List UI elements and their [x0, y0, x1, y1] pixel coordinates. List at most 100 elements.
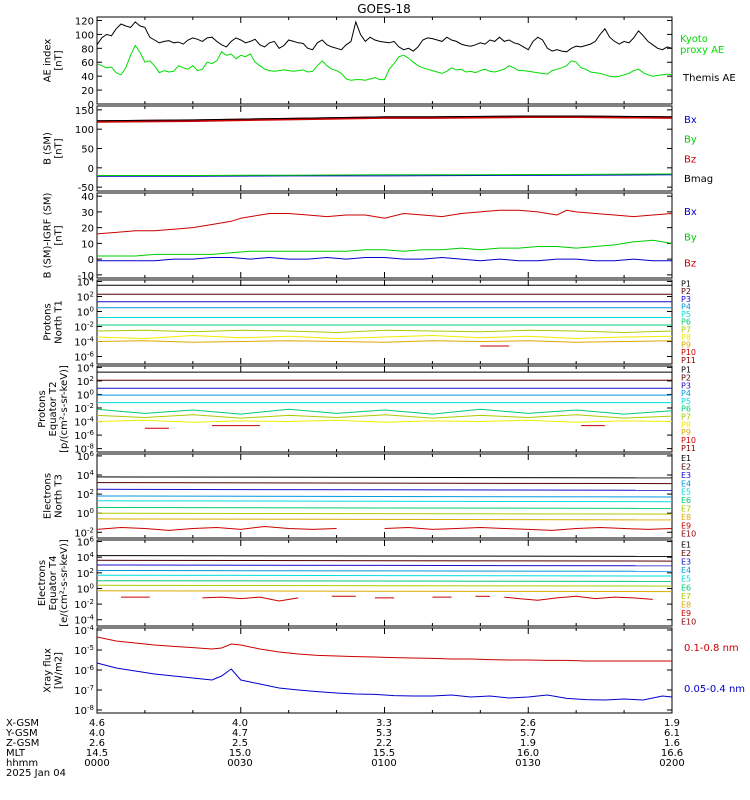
panel-b-sm: 150 100 50 0 -50 B (SM) [nT] Bx By Bz Bmag [43, 105, 713, 194]
y-tick-label: 102 [77, 567, 94, 580]
ephemeris-value: 1.9 [520, 738, 536, 749]
y-tick-label: 10-4 [74, 624, 94, 637]
y-tick-label: 100 [77, 306, 94, 319]
series-line-0-1-0-8-nm [96, 636, 672, 662]
legend-entry: P7 [681, 413, 691, 422]
legend-entry: P4 [681, 302, 691, 311]
legend-entry: E4 [681, 566, 691, 575]
plot-frame [96, 16, 673, 105]
y-tick-label: 10-8 [74, 704, 94, 717]
series-line-e1 [96, 555, 673, 557]
series-line-p8 [96, 419, 673, 423]
ephemeris-value: 1.9 [664, 718, 680, 729]
plot-frame [96, 365, 673, 453]
legend-entry: E5 [681, 575, 691, 584]
ephemeris-value: 16.6 [661, 748, 683, 759]
legend-entry: E9 [681, 609, 691, 618]
ephemeris-value: 5.7 [520, 728, 536, 739]
legend-entry: P3 [681, 295, 691, 304]
y-axis-label: B (SM)-IGRF (SM) [43, 193, 54, 279]
legend-entry: P3 [681, 381, 691, 390]
y-axis-label: AE index [43, 39, 54, 83]
legend-entry: P11 [681, 356, 696, 365]
ephemeris-value: 2.6 [89, 738, 105, 749]
y-tick-label: 10-4 [74, 416, 94, 429]
ephemeris-value: 15.0 [229, 748, 251, 759]
series-line-e8 [96, 518, 673, 521]
y-axis-label: [p/(cm²-s-sr-keV)] [59, 365, 70, 453]
series-line-e2 [96, 482, 673, 485]
y-tick-label: 10-4 [74, 336, 94, 349]
legend-entry: By [684, 233, 697, 244]
ephemeris-row-label: Z-GSM [6, 738, 39, 749]
ephemeris-value: 0200 [659, 758, 684, 769]
y-tick-label: 10-2 [74, 321, 94, 334]
ephemeris-row-label: hhmm [6, 758, 38, 769]
ephemeris-value: 2.2 [376, 738, 392, 749]
ephemeris-value: 0100 [371, 758, 396, 769]
plot-frame [96, 627, 673, 714]
y-tick-label: 30 [81, 208, 94, 219]
legend-entry: 0.05-0.4 nm [684, 684, 745, 695]
series-line-e1 [96, 476, 673, 479]
ephemeris-value: 4.6 [89, 718, 105, 729]
legend-entry: E7 [681, 592, 691, 601]
y-tick-label: 10-5 [74, 644, 94, 657]
legend-entry: P2 [681, 287, 691, 296]
legend-entry: 0.1-0.8 nm [684, 643, 739, 654]
y-tick-label: 100 [75, 30, 94, 41]
series-line-e3 [96, 488, 673, 491]
y-axis-label: Equator T2 [48, 382, 59, 437]
ephemeris-value: 0030 [227, 758, 252, 769]
legend-entry: E7 [681, 505, 691, 514]
legend-entry: P7 [681, 325, 691, 334]
series-line-e9 [202, 596, 299, 602]
y-tick-label: 20 [81, 86, 94, 97]
legend-entry: P1 [681, 366, 691, 375]
legend-entry: Bz [684, 258, 696, 269]
y-tick-label: 150 [75, 106, 94, 117]
series-line-bx [97, 256, 672, 262]
series-line-e7 [96, 584, 673, 587]
series-line-themis-ae [96, 20, 673, 53]
ephemeris-row-label: MLT [6, 748, 26, 759]
y-tick-label: 100 [77, 582, 94, 595]
y-tick-label: 120 [75, 16, 94, 27]
legend-entry: P2 [681, 373, 691, 382]
legend-entry: E3 [681, 558, 691, 567]
legend-entry: E8 [681, 513, 691, 522]
y-tick-label: 10-2 [74, 402, 94, 415]
legend-entry: P8 [681, 333, 691, 342]
legend-entry: E5 [681, 488, 691, 497]
ephemeris-value: 1.6 [664, 738, 680, 749]
legend-entry: Bmag [684, 174, 713, 185]
legend-entry: P10 [681, 348, 696, 357]
series-line-p8 [96, 334, 673, 340]
series-line-e3 [96, 564, 673, 567]
legend-entry: P4 [681, 389, 691, 398]
y-axis-label: Electrons [43, 473, 54, 519]
y-tick-label: 100 [75, 125, 94, 136]
legend-entry: P6 [681, 318, 691, 327]
panel-xray: 10-4 10-5 10-6 10-7 10-8 Xray flux [W/m2] 0.1-0… [43, 624, 746, 717]
legend-entry: Kyoto [680, 34, 708, 45]
y-tick-label: 60 [81, 58, 94, 69]
series-line-e6 [96, 507, 673, 509]
legend-entry: E10 [681, 618, 696, 627]
series-line-e5 [96, 500, 673, 503]
legend-entry: P9 [681, 428, 691, 437]
y-axis-label: Electrons [37, 560, 48, 606]
series-line-0-05-0-4-nm [96, 662, 673, 701]
y-axis-label: [nT] [54, 50, 65, 70]
legend-entry: P10 [681, 436, 696, 445]
y-tick-label: 100 [77, 507, 94, 520]
y-tick-label: -50 [78, 183, 94, 194]
y-axis-label: [e/(cm²-s-sr-keV)] [59, 539, 70, 627]
legend-entry: E10 [681, 530, 696, 539]
y-tick-label: 40 [81, 72, 94, 83]
